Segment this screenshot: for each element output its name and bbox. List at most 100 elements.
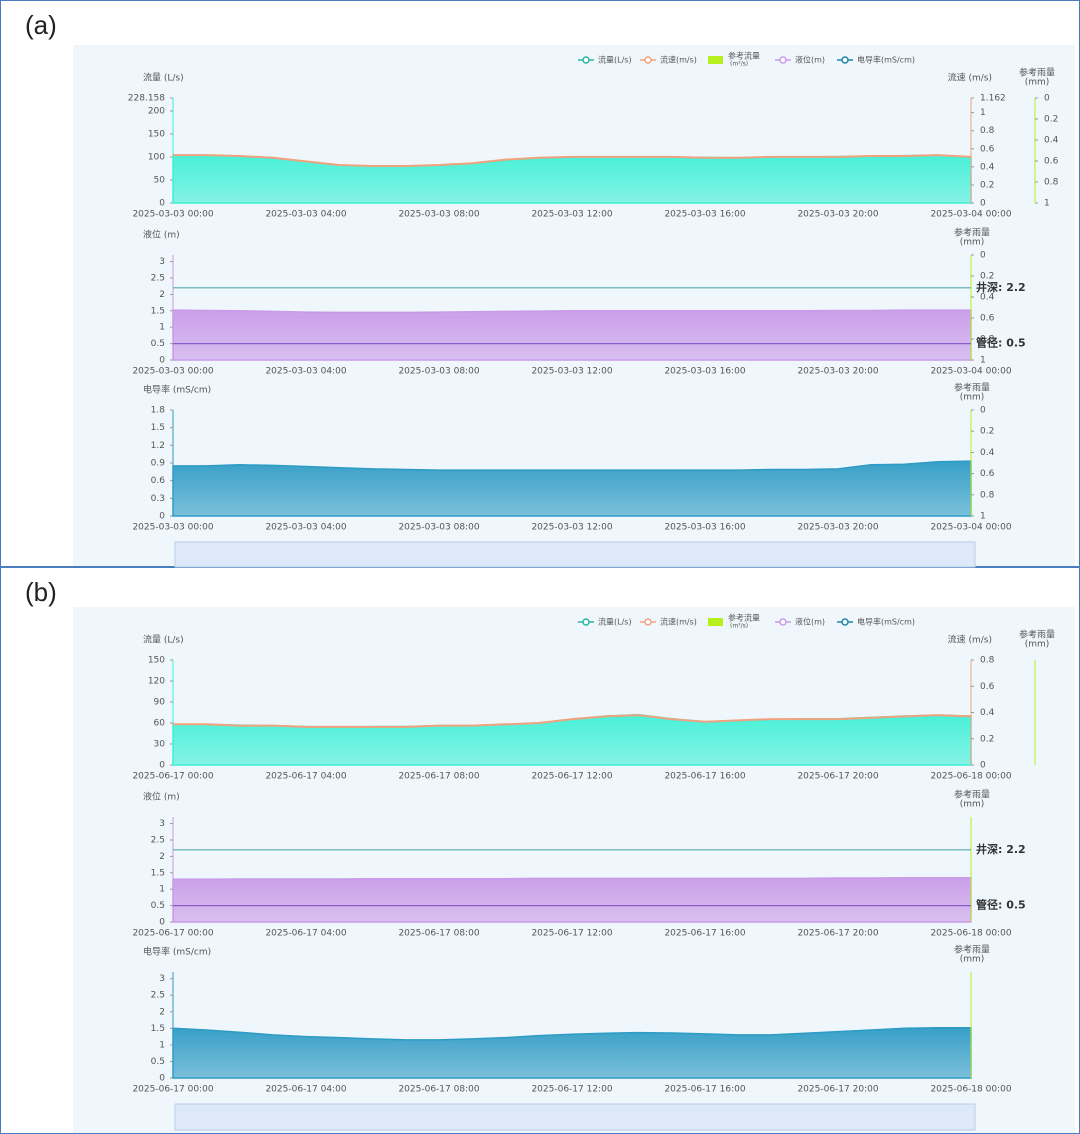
y-tick-label: 0.5 bbox=[151, 1057, 165, 1067]
x-tick-label: 2025-03-03 00:00 bbox=[132, 523, 213, 533]
x-tick-label: 2025-03-04 00:00 bbox=[930, 210, 1011, 220]
y3-axis-unit: (mm) bbox=[960, 238, 985, 248]
area bbox=[172, 460, 972, 517]
y-tick-label: 30 bbox=[154, 740, 166, 750]
legend-label: 流量(L/s) bbox=[598, 617, 632, 627]
y3-tick-label: 0.8 bbox=[980, 490, 995, 500]
y2-tick-label: 1 bbox=[980, 108, 986, 118]
y-tick-label: 90 bbox=[154, 698, 166, 708]
y-tick-label: 1 bbox=[159, 885, 165, 895]
x-tick-label: 2025-06-17 00:00 bbox=[132, 772, 213, 782]
y3-tick-label: 0.4 bbox=[980, 448, 995, 458]
y3-axis-unit: (mm) bbox=[960, 955, 985, 965]
y-axis-title: 流量 (L/s) bbox=[143, 634, 184, 646]
y3-tick-label: 0.6 bbox=[1044, 157, 1059, 167]
x-tick-label: 2025-06-17 00:00 bbox=[132, 929, 213, 939]
x-tick-label: 2025-06-17 16:00 bbox=[664, 772, 745, 782]
legend-label: 参考流量 bbox=[728, 613, 760, 623]
y3-tick-label: 0.6 bbox=[980, 469, 995, 479]
y3-tick-label: 0 bbox=[980, 251, 986, 261]
x-tick-label: 2025-06-18 00:00 bbox=[930, 929, 1011, 939]
x-tick-label: 2025-06-17 20:00 bbox=[797, 772, 878, 782]
y-tick-label: 2 bbox=[159, 1007, 165, 1017]
x-tick-label: 2025-06-17 08:00 bbox=[398, 772, 479, 782]
x-tick-label: 2025-03-03 00:00 bbox=[132, 367, 213, 377]
y-tick-label: 1.2 bbox=[151, 441, 165, 451]
y-tick-label: 1 bbox=[159, 323, 165, 333]
y-tick-label: 2 bbox=[159, 852, 165, 862]
y-tick-label: 100 bbox=[148, 152, 165, 162]
panel-label: (a) bbox=[25, 10, 57, 40]
legend-icon bbox=[708, 56, 723, 64]
y3-axis-unit: (mm) bbox=[960, 800, 985, 810]
y3-axis-unit: (mm) bbox=[1025, 640, 1050, 650]
x-tick-label: 2025-06-17 04:00 bbox=[265, 929, 346, 939]
reference-label: 管径: 0.5 bbox=[976, 898, 1026, 912]
y3-tick-label: 0.2 bbox=[1044, 115, 1058, 125]
y3-axis-title: 参考雨量 bbox=[954, 382, 990, 394]
y3-tick-label: 0.8 bbox=[1044, 178, 1059, 188]
y3-tick-label: 0 bbox=[980, 406, 986, 416]
y3-tick-label: 0.4 bbox=[1044, 136, 1059, 146]
legend-label: 电导率(mS/cm) bbox=[857, 617, 915, 627]
x-tick-label: 2025-03-03 16:00 bbox=[664, 210, 745, 220]
legend-icon bbox=[841, 618, 849, 626]
line bbox=[173, 154, 972, 167]
x-tick-label: 2025-03-03 20:00 bbox=[797, 367, 878, 377]
y3-axis-title: 参考雨量 bbox=[954, 789, 990, 801]
x-tick-label: 2025-03-04 00:00 bbox=[930, 523, 1011, 533]
y-tick-label: 1.5 bbox=[151, 868, 165, 878]
y2-tick-label: 0 bbox=[980, 199, 986, 209]
legend-label: 流速(m/s) bbox=[660, 617, 697, 627]
y3-axis-title: 参考雨量 bbox=[954, 227, 990, 239]
y-tick-label: 0.9 bbox=[151, 459, 166, 469]
x-tick-label: 2025-06-17 12:00 bbox=[531, 929, 612, 939]
y-tick-label: 1.5 bbox=[151, 306, 165, 316]
y-tick-label: 50 bbox=[154, 175, 166, 185]
y-tick-label: 0 bbox=[159, 761, 165, 771]
y-tick-label: 120 bbox=[148, 677, 165, 687]
legend-label: 流速(m/s) bbox=[660, 55, 697, 65]
x-tick-label: 2025-06-17 16:00 bbox=[664, 1085, 745, 1095]
y3-tick-label: 0.6 bbox=[980, 314, 995, 324]
y-tick-label: 0.5 bbox=[151, 339, 165, 349]
x-tick-label: 2025-03-04 00:00 bbox=[930, 367, 1011, 377]
y2-tick-label: 0.2 bbox=[980, 180, 994, 190]
legend-label: 液位(m) bbox=[795, 55, 825, 65]
zoom-slider bbox=[174, 541, 976, 568]
y-tick-label: 2.5 bbox=[151, 991, 165, 1001]
legend-label: 液位(m) bbox=[795, 617, 825, 627]
x-tick-label: 2025-06-18 00:00 bbox=[930, 1085, 1011, 1095]
reference-label: 管径: 0.5 bbox=[976, 336, 1026, 350]
x-tick-label: 2025-03-03 20:00 bbox=[797, 210, 878, 220]
y3-tick-label: 0 bbox=[1044, 94, 1050, 104]
y-axis-title: 液位 (m) bbox=[143, 229, 180, 241]
y3-axis-title: 参考雨量 bbox=[1019, 629, 1055, 641]
y-tick-label: 2.5 bbox=[151, 273, 165, 283]
y2-tick-label: 0.6 bbox=[980, 682, 995, 692]
x-tick-label: 2025-06-17 04:00 bbox=[265, 1085, 346, 1095]
y-tick-label: 3 bbox=[159, 819, 165, 829]
y3-axis-unit: (mm) bbox=[960, 393, 985, 403]
legend-unit: (m³/s) bbox=[730, 61, 748, 68]
x-tick-label: 2025-03-03 20:00 bbox=[797, 523, 878, 533]
y-tick-label: 1.5 bbox=[151, 1024, 165, 1034]
legend-icon bbox=[644, 56, 652, 64]
y-tick-label: 3 bbox=[159, 974, 165, 984]
y-tick-label: 3 bbox=[159, 257, 165, 267]
legend-label: 流量(L/s) bbox=[598, 55, 632, 65]
y2-axis-title: 流速 (m/s) bbox=[948, 72, 992, 84]
x-tick-label: 2025-06-17 20:00 bbox=[797, 1085, 878, 1095]
y-axis-title: 液位 (m) bbox=[143, 791, 180, 803]
y2-tick-label: 0.4 bbox=[980, 162, 995, 172]
y-tick-label: 1.5 bbox=[151, 423, 165, 433]
y-tick-label: 1 bbox=[159, 1040, 165, 1050]
y-tick-label: 0 bbox=[159, 918, 165, 928]
y-tick-label: 1.8 bbox=[151, 406, 166, 416]
y3-tick-label: 0.8 bbox=[980, 335, 995, 345]
x-tick-label: 2025-03-03 12:00 bbox=[531, 523, 612, 533]
area bbox=[172, 876, 972, 923]
legend-icon bbox=[582, 56, 590, 64]
y2-tick-label: 0.2 bbox=[980, 734, 994, 744]
